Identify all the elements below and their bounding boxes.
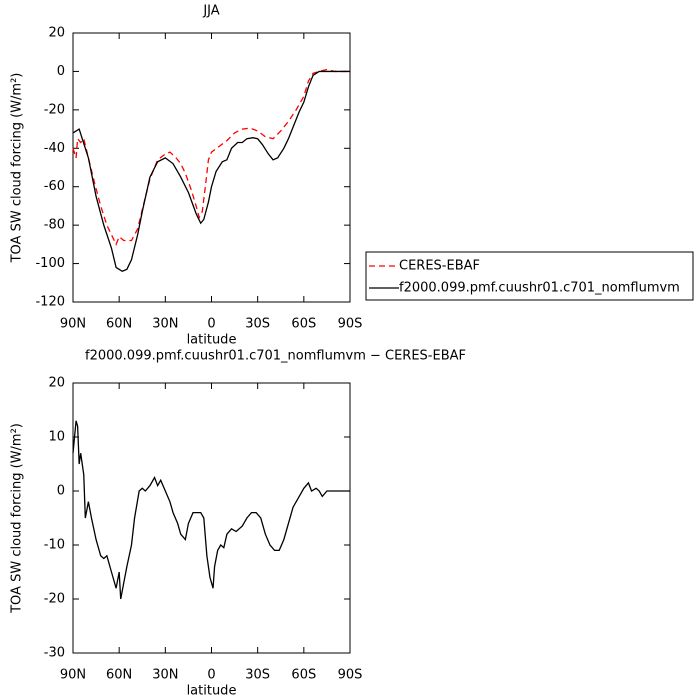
x-tick-label: 90S [338, 668, 363, 683]
legend-box [365, 251, 694, 301]
y-axis-label: TOA SW cloud forcing (W/m²) [10, 73, 25, 264]
x-tick-label: 60S [291, 668, 316, 683]
y-tick-label: 0 [57, 484, 65, 499]
legend-label: CERES-EBAF [399, 259, 480, 274]
data-line [72, 68, 350, 246]
y-tick-label: 10 [48, 430, 65, 445]
x-tick-label: 0 [207, 317, 215, 332]
x-tick-label: 0 [207, 668, 215, 683]
x-tick-label: 60N [106, 317, 132, 332]
x-tick-label: 90S [338, 317, 363, 332]
y-tick-label: -10 [44, 538, 65, 553]
chart-title: JJA [202, 4, 219, 19]
chart-title: f2000.099.pmf.cuushr01.c701_nomflumvm − … [85, 349, 466, 364]
y-axis-label: TOA SW cloud forcing (W/m²) [10, 423, 25, 614]
data-line [72, 70, 350, 272]
y-tick-label: -80 [44, 218, 65, 233]
y-tick-label: 20 [48, 376, 65, 391]
x-tick-label: 90N [60, 317, 86, 332]
y-tick-label: -60 [44, 179, 65, 194]
x-tick-label: 30N [152, 668, 178, 683]
x-tick-label: 30N [152, 317, 178, 332]
x-tick-label: 60S [291, 317, 316, 332]
y-tick-label: 20 [48, 26, 65, 41]
legend-label: f2000.099.pmf.cuushr01.c701_nomflumvm [399, 281, 680, 296]
x-tick-label: 90N [60, 668, 86, 683]
x-tick-label: 30S [245, 317, 270, 332]
y-tick-label: -40 [44, 141, 65, 156]
y-tick-label: -20 [44, 102, 65, 117]
y-tick-label: -100 [35, 256, 65, 271]
x-axis-label: latitude [187, 333, 237, 348]
y-tick-label: -20 [44, 592, 65, 607]
x-axis-label: latitude [187, 684, 237, 699]
y-tick-label: -120 [35, 295, 65, 310]
plot-frame [72, 382, 351, 654]
x-tick-label: 30S [245, 668, 270, 683]
x-tick-label: 60N [106, 668, 132, 683]
y-tick-label: 0 [57, 64, 65, 79]
data-line [72, 420, 350, 600]
y-tick-label: -30 [44, 646, 65, 661]
